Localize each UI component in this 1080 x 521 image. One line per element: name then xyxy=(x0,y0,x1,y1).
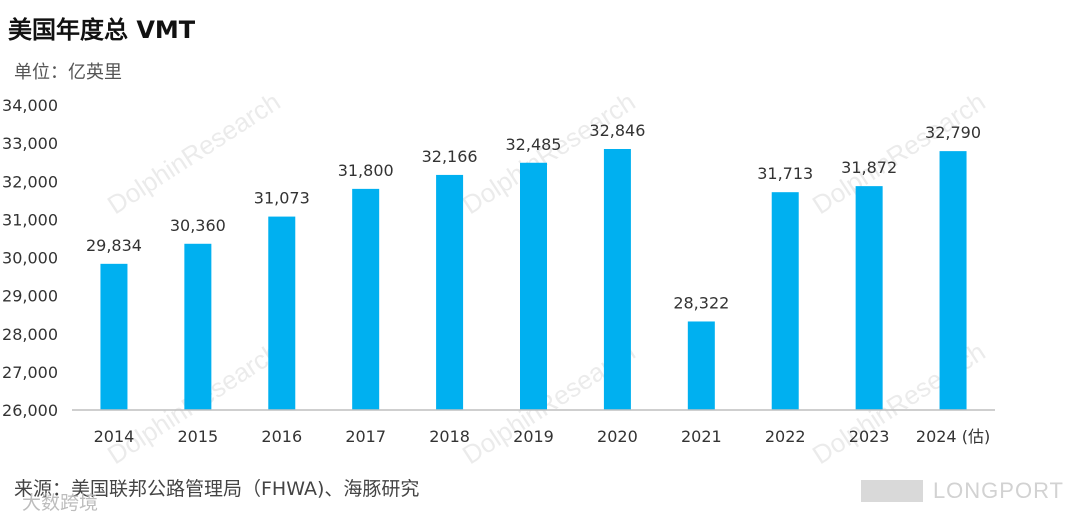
data-label: 28,322 xyxy=(673,293,729,312)
data-label: 32,846 xyxy=(589,121,645,140)
data-label: 32,790 xyxy=(925,123,981,142)
x-tick-label: 2021 xyxy=(681,427,722,446)
x-axis: 2014 2015 2016 2017 2018 2019 2020 2021 2022 2023… xyxy=(72,409,995,446)
y-tick-label: 27,000 xyxy=(2,363,58,382)
bar-2016 xyxy=(268,216,296,410)
watermark-bottom-left: 大数跨境 xyxy=(22,492,99,514)
data-label: 31,073 xyxy=(254,189,310,208)
data-label: 31,872 xyxy=(841,158,897,177)
longport-watermark: LONGPORT xyxy=(860,478,1064,504)
y-tick-label: 28,000 xyxy=(2,325,58,344)
longport-text: LONGPORT xyxy=(932,478,1064,503)
x-tick-label: 2016 xyxy=(261,427,302,446)
x-tick-label: 2019 xyxy=(513,427,554,446)
data-label: 30,360 xyxy=(170,216,226,235)
data-label: 32,166 xyxy=(422,147,478,166)
y-axis: 26,000 27,000 28,000 29,000 30,000 31,000 32,0… xyxy=(2,96,58,420)
data-label: 31,800 xyxy=(338,161,394,180)
y-tick-label: 33,000 xyxy=(2,134,58,153)
bar-2023 xyxy=(855,186,883,410)
y-tick-label: 34,000 xyxy=(2,96,58,115)
y-tick-label: 32,000 xyxy=(2,172,58,191)
bar-2022 xyxy=(771,192,799,410)
bar-2020 xyxy=(603,148,631,410)
y-tick-label: 29,000 xyxy=(2,287,58,306)
x-tick-label: 2024 (估) xyxy=(916,427,990,446)
x-tick-label: 2022 xyxy=(765,427,806,446)
unit-label: 单位：亿英里 xyxy=(14,62,122,83)
chart-title: 美国年度总 VMT xyxy=(8,16,196,44)
bar-2024 (估) xyxy=(939,151,967,410)
bar-2015 xyxy=(184,243,212,410)
y-tick-label: 30,000 xyxy=(2,249,58,268)
bar-2014 xyxy=(100,263,128,410)
x-tick-label: 2020 xyxy=(597,427,638,446)
x-tick-label: 2023 xyxy=(849,427,890,446)
bar-2018 xyxy=(436,174,464,410)
bar-2019 xyxy=(520,162,547,410)
bar-2017 xyxy=(352,188,380,410)
data-label: 31,713 xyxy=(757,164,813,183)
data-label: 32,485 xyxy=(506,135,562,154)
y-tick-label: 26,000 xyxy=(2,401,58,420)
data-label: 29,834 xyxy=(86,236,142,255)
x-tick-label: 2018 xyxy=(429,427,470,446)
bars: 29,834 30,360 31,073 31,800 32,166 32,485 32,8… xyxy=(86,121,981,410)
y-tick-label: 31,000 xyxy=(2,210,58,229)
x-tick-label: 2014 xyxy=(94,427,135,446)
x-tick-label: 2017 xyxy=(345,427,386,446)
bar-2021 xyxy=(687,321,715,410)
x-tick-label: 2015 xyxy=(178,427,219,446)
source-note: 来源：美国联邦公路管理局（FHWA)、海豚研究 xyxy=(14,478,420,500)
longport-logo-icon xyxy=(860,480,923,502)
